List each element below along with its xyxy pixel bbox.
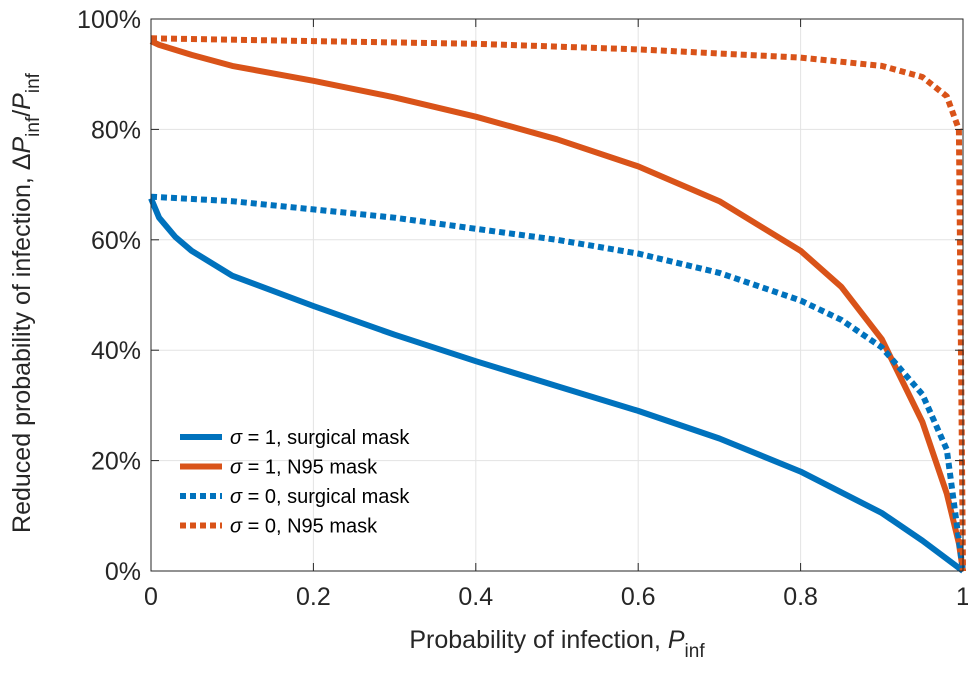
series-layer	[148, 35, 966, 574]
series-line	[150, 193, 966, 572]
x-tick-label: 1	[956, 583, 968, 611]
y-tick-label: 40%	[91, 337, 141, 365]
x-tick-label: 0.8	[783, 583, 818, 611]
y-tick-label: 100%	[77, 6, 141, 34]
x-tick-label: 0.4	[458, 583, 493, 611]
series-line	[148, 197, 965, 574]
legend-item: σ = 1, surgical mask	[180, 427, 410, 449]
y-tick-label: 80%	[91, 116, 141, 144]
y-tick-label: 60%	[91, 227, 141, 255]
x-tick-label: 0.6	[621, 583, 656, 611]
legend-label: σ = 0, surgical mask	[230, 486, 410, 508]
series-line	[149, 38, 966, 572]
x-tick-label: 0	[144, 583, 158, 611]
legend-item: σ = 1, N95 mask	[180, 457, 378, 479]
legend-item: σ = 0, surgical mask	[180, 486, 410, 508]
y-tick-label: 0%	[105, 558, 141, 586]
tick-layer: 0 0.2 0.4 0.6 0.8 1 0% 20% 40% 60% 80% 100%	[77, 6, 968, 611]
legend-label: σ = 1, N95 mask	[230, 457, 378, 479]
legend: σ = 1, surgical mask σ = 1, N95 mask σ = 0…	[180, 427, 410, 538]
legend-item: σ = 0, N95 mask	[180, 516, 378, 538]
legend-label: σ = 0, N95 mask	[230, 516, 378, 538]
x-tick-label: 0.2	[296, 583, 331, 611]
x-axis-label: Probability of infection, Pinf	[409, 626, 705, 662]
y-axis-label: Reduced probability of infection, ΔPinf/…	[8, 72, 44, 533]
series-line	[150, 35, 966, 572]
y-tick-label: 20%	[91, 448, 141, 476]
plot-frame	[150, 18, 964, 572]
legend-label: σ = 1, surgical mask	[230, 427, 410, 449]
